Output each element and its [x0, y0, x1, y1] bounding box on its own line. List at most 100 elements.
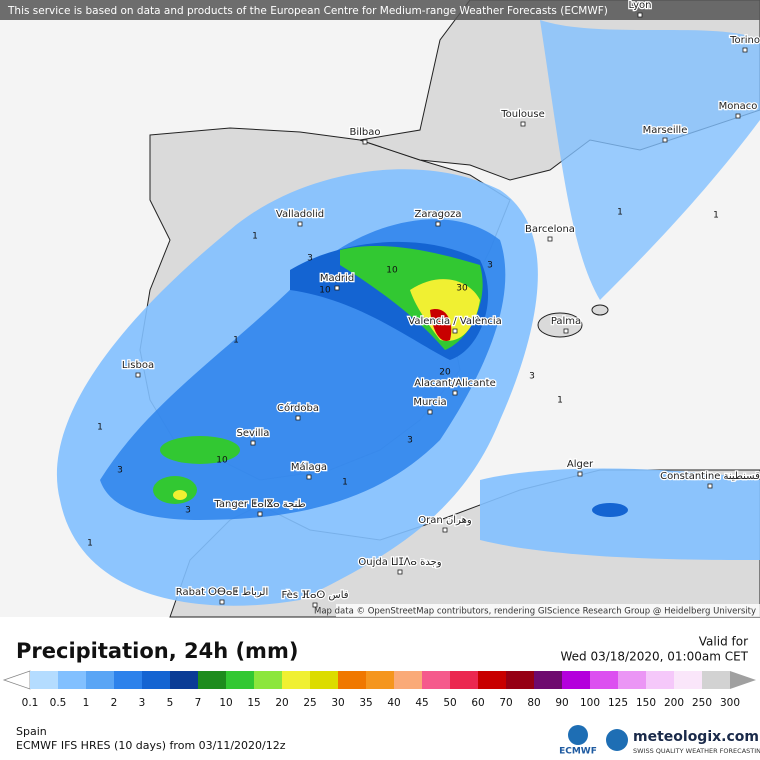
colorbar-label: 40 — [387, 697, 400, 709]
contour-label: 1 — [87, 539, 93, 549]
city-marker — [427, 409, 433, 415]
city-marker — [312, 602, 318, 608]
city-label: Zaragoza — [414, 209, 461, 220]
contour-label: 3 — [307, 254, 313, 264]
city-marker — [577, 471, 583, 477]
contour-label: 30 — [456, 284, 468, 294]
city-label: Toulouse — [500, 109, 544, 120]
city-marker — [520, 121, 526, 127]
city-marker — [297, 221, 303, 227]
contour-label: 3 — [185, 506, 191, 516]
city-label: Barcelona — [525, 224, 575, 235]
city-marker — [219, 599, 225, 605]
city-label: Alacant/Alicante — [414, 378, 495, 389]
colorbar-label: 150 — [636, 697, 656, 709]
contour-label: 1 — [97, 423, 103, 433]
city-marker — [257, 511, 263, 517]
colorbar-box — [646, 671, 674, 689]
colorbar-label: 7 — [195, 697, 202, 709]
city-marker — [547, 236, 553, 242]
city-label: Monaco — [719, 101, 758, 112]
colorbar-label: 0.1 — [22, 697, 39, 709]
colorbar: 0.1 0.5 1 2 3 5 7 10 15 20 25 30 35 40 45 50 60 70 80 90 100… — [2, 670, 756, 709]
ecmwf: ECMWF — [559, 747, 597, 757]
city-marker — [435, 221, 441, 227]
city-label: Marseille — [643, 125, 688, 136]
colorbar-label: 125 — [608, 697, 628, 709]
colorbar-label: 250 — [692, 697, 712, 709]
city-label: Fès ⴼⴰⵙ فاس — [281, 589, 348, 601]
colorbar-box — [338, 671, 366, 689]
city-marker — [334, 285, 340, 291]
city-label: Rabat ⵔⴱⴰⵟ الرباط — [176, 587, 268, 598]
colorbar-box — [506, 671, 534, 689]
colorbar-arrow — [730, 671, 756, 689]
footer-title: Precipitation, 24h (mm) — [16, 639, 298, 663]
colorbar-label: 45 — [415, 697, 428, 709]
brand-logo — [606, 729, 628, 751]
city-marker — [295, 415, 301, 421]
city-marker — [452, 328, 458, 334]
city-label: Bilbao — [349, 127, 380, 138]
city-label: Málaga — [291, 461, 327, 473]
colorbar-label: 30 — [331, 697, 344, 709]
colorbar-box — [30, 671, 58, 689]
colorbar-box — [142, 671, 170, 689]
city-marker — [662, 137, 668, 143]
colorbar-label: 90 — [555, 697, 568, 709]
colorbar-label: 0.5 — [50, 697, 67, 709]
city-label: Córdoba — [277, 402, 319, 414]
colorbar-box — [254, 671, 282, 689]
colorbar-label: 2 — [111, 697, 118, 709]
city-label: Valladolid — [276, 209, 324, 220]
city-marker — [362, 139, 368, 145]
banner-bg — [0, 0, 760, 20]
colorbar-label: 3 — [139, 697, 146, 709]
city-marker — [135, 372, 141, 378]
city-marker — [637, 12, 643, 18]
city-label: Lisboa — [122, 360, 154, 371]
colorbar-box — [310, 671, 338, 689]
city-label: Torino — [729, 35, 760, 46]
city-marker — [397, 569, 403, 575]
city-marker — [250, 440, 256, 446]
colorbar-label: 100 — [580, 697, 600, 709]
city-marker — [707, 483, 713, 489]
colorbar-label: 1 — [83, 697, 90, 709]
city-label: Lyon — [628, 0, 651, 11]
colorbar-label: 200 — [664, 697, 684, 709]
contour-label: 1 — [342, 478, 348, 488]
colorbar-box — [422, 671, 450, 689]
colorbar-label: 25 — [303, 697, 316, 709]
colorbar-label: 35 — [359, 697, 372, 709]
colorbar-label: 5 — [167, 697, 174, 709]
colorbar-box — [478, 671, 506, 689]
colorbar-box — [702, 671, 730, 689]
colorbar-arrow — [2, 670, 31, 690]
contour-label: 3 — [487, 261, 493, 271]
colorbar-box — [534, 671, 562, 689]
precipitation — [56, 20, 760, 606]
colorbar-box — [198, 671, 226, 689]
contour-label: 3 — [407, 436, 413, 446]
colorbar-label: 60 — [471, 697, 484, 709]
colorbar-label: 10 — [219, 697, 232, 709]
city-marker — [442, 527, 448, 533]
colorbar-label: 70 — [499, 697, 512, 709]
colorbar-box — [590, 671, 618, 689]
city-label: Oran وهران — [418, 515, 472, 526]
colorbar-label: 300 — [720, 697, 740, 709]
colorbar-box — [58, 671, 86, 689]
colorbar-label: 15 — [247, 697, 260, 709]
contour-label: 3 — [529, 372, 535, 382]
city-marker — [742, 47, 748, 53]
colorbar-label: 80 — [527, 697, 540, 709]
contour-label: 10 — [386, 266, 398, 276]
contour-label: 1 — [713, 211, 719, 221]
colorbar-box — [618, 671, 646, 689]
city-label: Constantine قسنطينة — [660, 471, 760, 482]
city-label: Sevilla — [237, 428, 270, 439]
region: Spain — [16, 725, 47, 738]
colorbar-box — [170, 671, 198, 689]
